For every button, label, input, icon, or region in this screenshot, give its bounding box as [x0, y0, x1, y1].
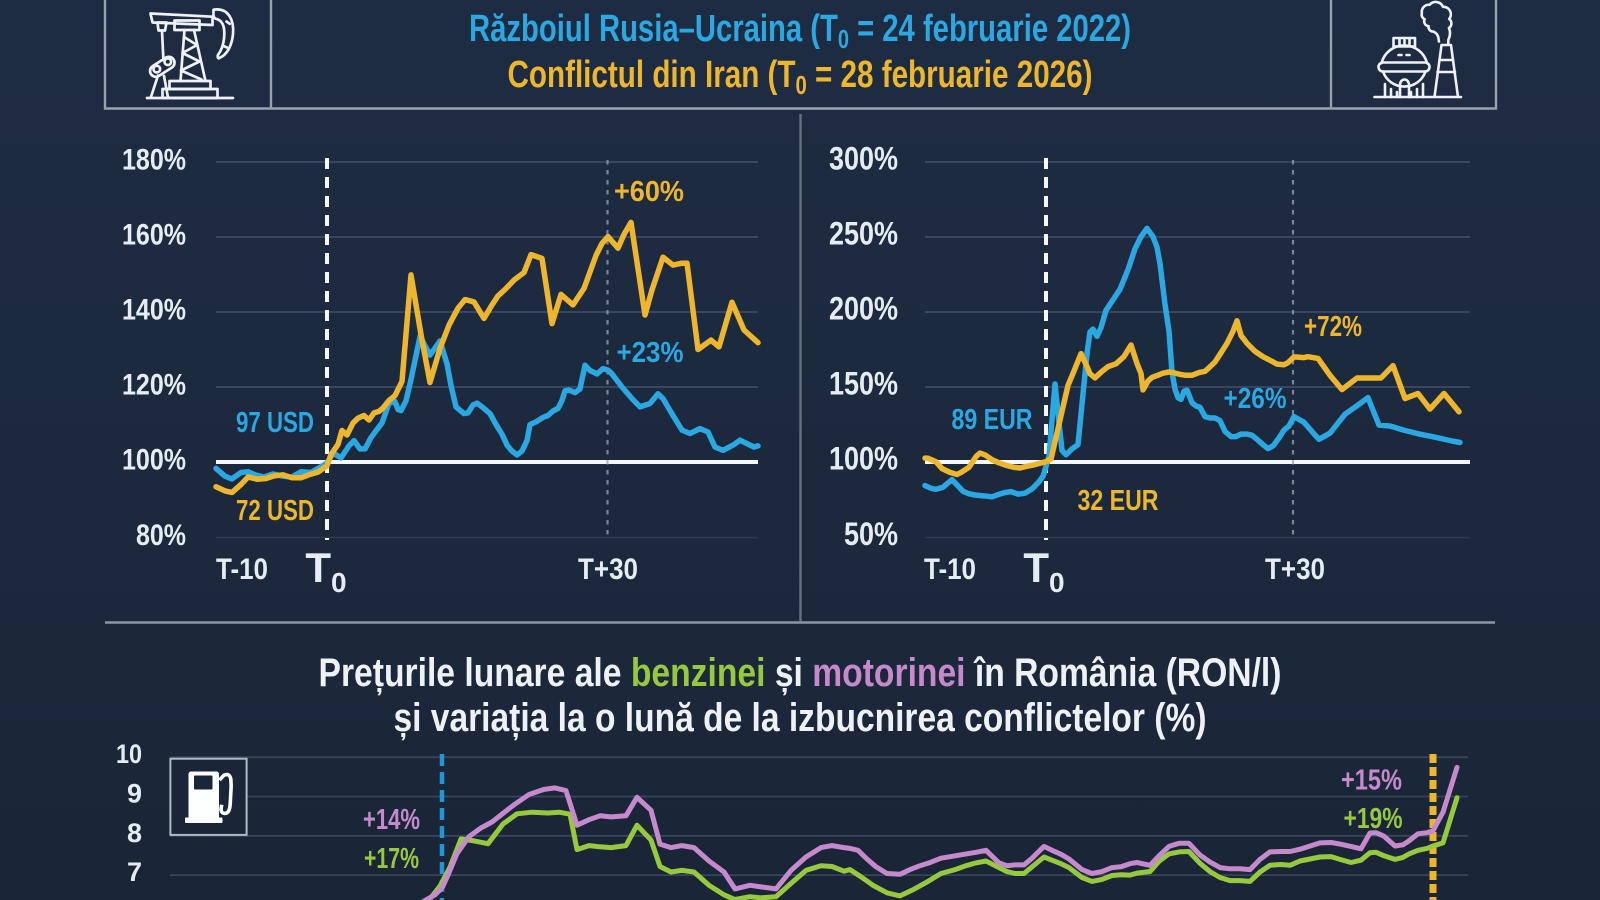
svg-text:160%: 160%	[122, 219, 186, 252]
svg-text:120%: 120%	[122, 369, 186, 402]
svg-text:100%: 100%	[122, 444, 186, 477]
svg-text:T0: T0	[305, 544, 346, 598]
svg-text:32 EUR: 32 EUR	[1078, 485, 1159, 517]
svg-text:Războiul Rusia–Ucraina (T0 = 2: Războiul Rusia–Ucraina (T0 = 24 februari…	[469, 8, 1131, 54]
svg-text:T-10: T-10	[216, 553, 268, 586]
svg-text:97 USD: 97 USD	[236, 407, 314, 439]
svg-text:Prețurile lunare ale benzinei: Prețurile lunare ale benzinei și motorin…	[319, 651, 1282, 695]
svg-text:+60%: +60%	[614, 176, 684, 208]
svg-text:+23%: +23%	[617, 337, 684, 369]
svg-text:8: 8	[127, 818, 142, 848]
svg-text:200%: 200%	[829, 291, 898, 327]
svg-text:180%: 180%	[122, 144, 186, 177]
svg-text:50%: 50%	[844, 516, 898, 552]
svg-text:T-10: T-10	[924, 553, 976, 586]
svg-text:T+30: T+30	[578, 553, 638, 586]
svg-text:150%: 150%	[829, 366, 898, 402]
svg-text:80%: 80%	[136, 519, 186, 552]
svg-text:+26%: +26%	[1224, 383, 1287, 415]
svg-text:89 EUR: 89 EUR	[952, 404, 1033, 436]
svg-text:7: 7	[127, 857, 142, 887]
svg-text:și variația la o lună de la iz: și variația la o lună de la izbucnirea c…	[394, 696, 1207, 740]
svg-text:300%: 300%	[829, 141, 898, 177]
svg-text:140%: 140%	[122, 294, 186, 327]
svg-text:250%: 250%	[829, 216, 898, 252]
svg-text:+14%: +14%	[363, 804, 420, 836]
svg-text:+19%: +19%	[1344, 803, 1403, 835]
svg-text:9: 9	[127, 779, 142, 809]
svg-text:72 USD: 72 USD	[236, 495, 314, 527]
svg-text:+15%: +15%	[1341, 765, 1402, 797]
svg-text:10: 10	[116, 739, 142, 769]
svg-text:T+30: T+30	[1265, 553, 1325, 586]
svg-text:+17%: +17%	[364, 843, 419, 875]
svg-text:+72%: +72%	[1304, 311, 1362, 343]
svg-text:100%: 100%	[829, 441, 898, 477]
